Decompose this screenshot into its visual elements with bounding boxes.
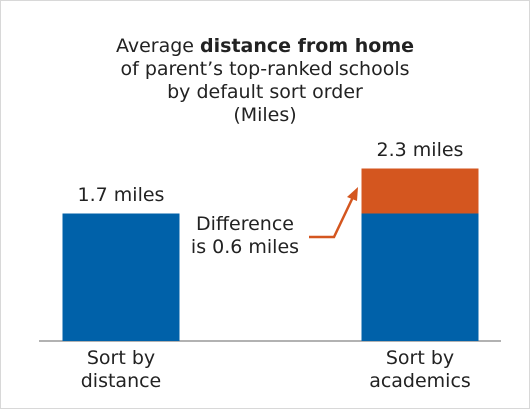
title-prefix: Average <box>115 35 194 57</box>
annotation-arrow <box>309 196 355 239</box>
bar <box>361 213 479 341</box>
annotation: Difference is 0.6 miles <box>190 213 300 258</box>
x-tick-label: Sort by distance <box>80 347 162 392</box>
value-label: 1.7 miles <box>77 183 165 206</box>
arrow-head <box>347 187 358 201</box>
chart-title: Average distance from home of parent’s to… <box>1 35 529 127</box>
bar <box>361 168 479 214</box>
title-rest: of parent’s top-ranked schools by defaul… <box>120 58 410 126</box>
x-tick-label: Sort by academics <box>369 347 471 392</box>
value-label: 2.3 miles <box>376 138 464 161</box>
title-bold: distance from home <box>200 35 415 57</box>
bar <box>62 213 180 341</box>
